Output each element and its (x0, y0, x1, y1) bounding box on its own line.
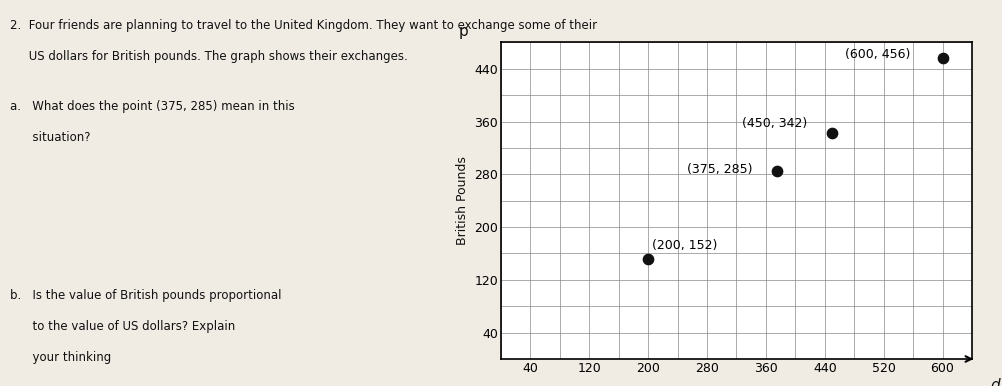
Text: your thinking: your thinking (10, 351, 111, 364)
Text: (450, 342): (450, 342) (742, 117, 808, 129)
Text: (375, 285): (375, 285) (687, 163, 753, 176)
Text: (200, 152): (200, 152) (652, 239, 717, 252)
Text: 2.  Four friends are planning to travel to the United Kingdom. They want to exch: 2. Four friends are planning to travel t… (10, 19, 597, 32)
Point (935, 55, 951, 61)
Point (824, 130, 840, 137)
Text: b.   Is the value of British pounds proportional: b. Is the value of British pounds propor… (10, 290, 282, 303)
Text: (600, 456): (600, 456) (845, 48, 910, 61)
Text: to the value of US dollars? Explain: to the value of US dollars? Explain (10, 320, 235, 334)
Text: situation?: situation? (10, 131, 90, 144)
Text: p: p (459, 24, 468, 39)
Text: a.   What does the point (375, 285) mean in this: a. What does the point (375, 285) mean i… (10, 100, 295, 113)
Text: d: d (991, 378, 1000, 386)
Point (769, 168, 785, 174)
Y-axis label: British Pounds: British Pounds (456, 156, 469, 245)
Point (640, 256, 656, 262)
Text: US dollars for British pounds. The graph shows their exchanges.: US dollars for British pounds. The graph… (10, 50, 408, 63)
